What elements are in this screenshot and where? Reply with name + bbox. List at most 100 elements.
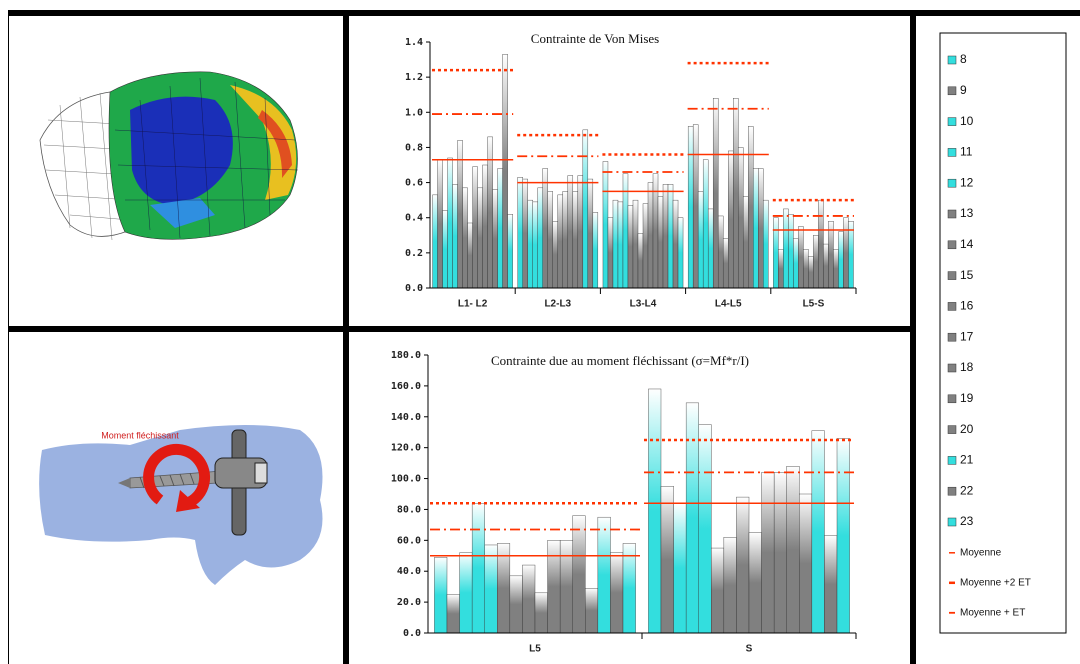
chart: Contrainte due au moment fléchissant (σ=… xyxy=(391,350,857,655)
legend-label: 8 xyxy=(960,52,967,66)
bar xyxy=(542,168,548,289)
x-tick-label: L1- L2 xyxy=(458,299,488,310)
x-tick-label: L5 xyxy=(529,644,541,655)
bar xyxy=(773,472,787,634)
y-tick-label: 0.8 xyxy=(405,142,423,153)
bar xyxy=(517,177,523,289)
bar xyxy=(592,212,599,289)
bar xyxy=(783,208,789,289)
fe-model xyxy=(39,71,299,241)
bar xyxy=(627,205,634,289)
bar xyxy=(509,575,523,634)
illustration-label: Moment fléchissant xyxy=(101,430,179,440)
bar xyxy=(707,208,714,289)
bar xyxy=(447,157,453,289)
bar xyxy=(562,191,569,289)
legend-swatch xyxy=(947,456,957,465)
bar xyxy=(572,515,586,634)
bar xyxy=(828,221,834,289)
bar xyxy=(647,182,654,289)
bar xyxy=(462,187,468,289)
bar xyxy=(607,217,614,289)
frame xyxy=(8,10,1080,664)
bar xyxy=(587,178,594,289)
legend-label: 22 xyxy=(960,483,974,497)
legend-swatch xyxy=(947,363,957,373)
bar xyxy=(702,159,709,289)
legend-label: 12 xyxy=(960,175,974,189)
bar xyxy=(534,592,548,634)
bar xyxy=(728,150,734,289)
bar xyxy=(552,221,558,289)
bar xyxy=(818,199,824,289)
bar xyxy=(446,594,460,634)
bar xyxy=(657,196,664,289)
bar xyxy=(502,54,508,289)
bar xyxy=(467,222,473,289)
bar xyxy=(733,98,739,289)
legend-swatch xyxy=(947,517,957,527)
bar xyxy=(811,430,825,634)
bar xyxy=(612,199,619,289)
bar xyxy=(662,184,669,289)
legend-swatch xyxy=(947,148,957,157)
bar xyxy=(559,540,573,634)
bar xyxy=(507,213,513,289)
bar xyxy=(497,543,511,634)
legend-label: 23 xyxy=(960,514,974,528)
bar xyxy=(685,402,699,634)
bar xyxy=(622,543,636,634)
bar xyxy=(432,194,438,289)
bar xyxy=(697,191,704,289)
bar xyxy=(497,168,503,289)
x-tick-label: L2-L3 xyxy=(544,299,571,310)
bar xyxy=(778,249,784,289)
bar xyxy=(803,249,809,289)
y-tick-label: 140.0 xyxy=(391,412,421,423)
bar xyxy=(723,537,737,634)
bar xyxy=(522,564,536,634)
bar xyxy=(698,424,712,634)
bar xyxy=(761,472,775,634)
legend-label: 11 xyxy=(960,145,973,159)
bar xyxy=(833,249,839,289)
legend-swatch xyxy=(947,271,957,280)
bar xyxy=(547,540,561,634)
bar xyxy=(602,161,609,289)
y-tick-label: 0.6 xyxy=(405,178,423,189)
y-tick-label: 0.4 xyxy=(405,213,423,224)
bar xyxy=(437,159,443,289)
bar xyxy=(477,187,483,289)
bar xyxy=(788,213,794,289)
x-tick-label: L5-S xyxy=(803,299,825,310)
bar xyxy=(798,226,804,289)
y-tick-label: 60.0 xyxy=(397,535,421,546)
y-tick-label: 1.2 xyxy=(405,72,423,83)
bar xyxy=(673,503,687,634)
bar xyxy=(667,184,674,289)
legend: 8 9 10 11 12 13 14 15 16 17 18 19 20 21 22 23 Moyenne Moy… xyxy=(947,52,1031,618)
x-tick-label: S xyxy=(746,644,753,655)
legend-swatch xyxy=(947,117,957,126)
chart-title: Contrainte de Von Mises xyxy=(531,31,659,46)
legend-label: 19 xyxy=(960,391,974,405)
y-tick-label: 80.0 xyxy=(397,504,421,515)
legend-swatch xyxy=(947,209,957,219)
bar xyxy=(648,388,662,634)
legend-box xyxy=(939,32,1067,634)
bar xyxy=(637,233,644,289)
bar xyxy=(717,215,724,289)
bar xyxy=(472,166,478,289)
legend-swatch xyxy=(947,486,957,496)
legend-swatch xyxy=(947,178,957,188)
bar xyxy=(585,588,599,634)
legend-label: 17 xyxy=(960,329,974,343)
bar xyxy=(748,532,762,634)
bar xyxy=(459,552,473,634)
bar xyxy=(748,126,754,289)
bar xyxy=(712,98,719,289)
legend-label: 20 xyxy=(960,422,974,436)
bar xyxy=(597,516,611,634)
bar xyxy=(722,238,729,289)
